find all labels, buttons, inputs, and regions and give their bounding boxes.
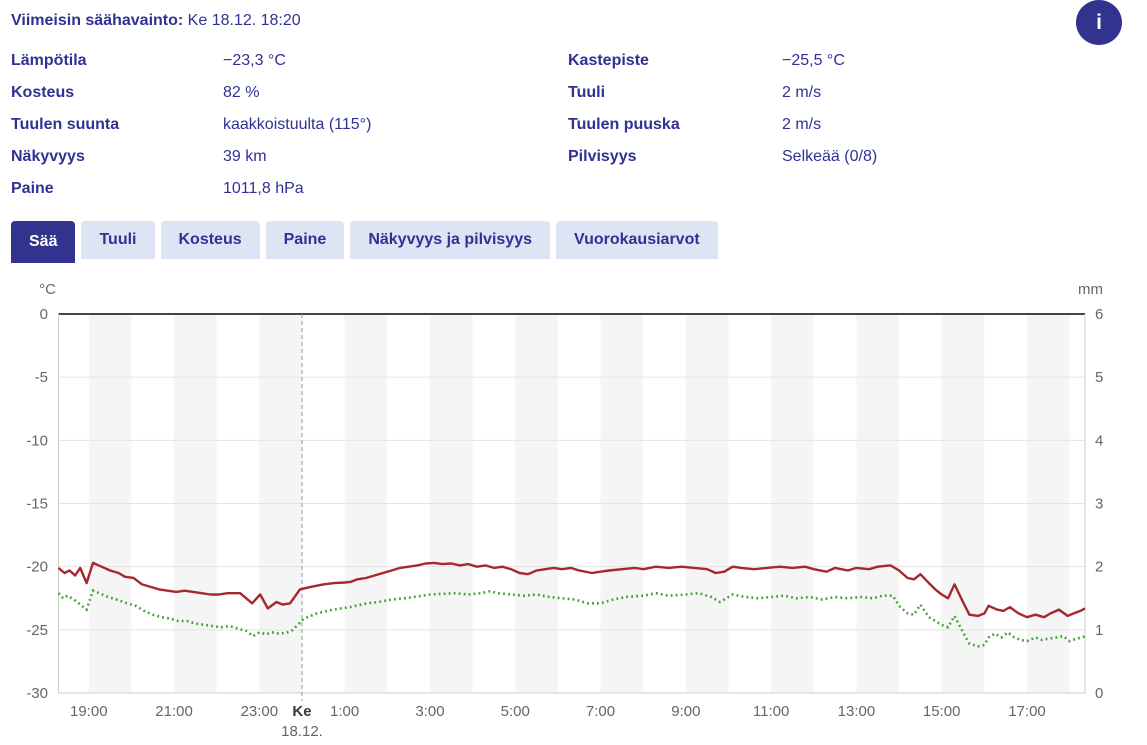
table-row: Kosteus 82 % [11,77,556,109]
observation-value: 82 % [223,84,260,101]
latest-observation-label: Viimeisin säähavainto: [11,12,184,29]
svg-text:0: 0 [1095,685,1103,702]
observation-value: 1011,8 hPa [223,180,304,197]
observation-label: Tuuli [568,84,606,101]
observation-label: Tuulen puuska [568,116,680,133]
observations-left-column: Lämpötila −23,3 °C Kosteus 82 % Tuulen s… [11,45,556,205]
observation-value: 2 m/s [782,84,822,101]
svg-text:-15: -15 [26,496,48,513]
info-icon: i [1096,10,1102,34]
chart-tab-bar: Sää Tuuli Kosteus Paine Näkyvyys ja pilv… [11,221,718,263]
chart-borders [58,313,1086,694]
table-row: Tuuli 2 m/s [568,77,1113,109]
svg-text:15:00: 15:00 [923,703,961,720]
svg-text:Ke: Ke [292,703,311,720]
svg-text:-5: -5 [35,369,48,386]
observation-label: Kosteus [11,84,75,101]
svg-text:21:00: 21:00 [155,703,193,720]
svg-text:4: 4 [1095,432,1103,449]
observation-label: Tuulen suunta [11,116,120,133]
tab-tuuli[interactable]: Tuuli [81,221,155,259]
y-axis-unit-left: °C [39,281,56,298]
svg-text:19:00: 19:00 [70,703,108,720]
latest-observation-header: Viimeisin säähavainto: Ke 18.12. 18:20 [11,12,301,30]
observation-value: 2 m/s [782,116,822,133]
table-row: Pilvisyys Selkeää (0/8) [568,141,1113,173]
svg-text:11:00: 11:00 [753,703,789,720]
observation-label: Paine [11,180,54,197]
svg-text:17:00: 17:00 [1008,703,1046,720]
observation-label: Näkyvyys [11,148,85,165]
observation-value: −23,3 °C [223,52,286,69]
svg-text:7:00: 7:00 [586,703,615,720]
observation-value: 39 km [223,148,267,165]
svg-text:3:00: 3:00 [415,703,444,720]
chart-gridlines [58,376,1085,631]
tab-kosteus[interactable]: Kosteus [160,221,260,259]
table-row: Lämpötila −23,3 °C [11,45,556,77]
weather-chart: 19:00 21:00 23:00 1:00 3:00 5:00 7:00 9:00 11:00… [26,281,1103,740]
dewpoint-line [57,588,1086,648]
y-axis-unit-right: mm [1078,281,1103,298]
observation-value: −25,5 °C [782,52,845,69]
observation-label: Kastepiste [568,52,649,69]
chart-plot-area[interactable] [59,314,1086,693]
table-row: Näkyvyys 39 km [11,141,556,173]
svg-text:5:00: 5:00 [501,703,530,720]
observation-value: Selkeää (0/8) [782,148,878,165]
table-row: Paine 1011,8 hPa [11,173,556,205]
x-axis-labels: 19:00 21:00 23:00 1:00 3:00 5:00 7:00 9:00 11:00… [70,703,1046,740]
svg-text:18.12.: 18.12. [281,723,323,740]
y-axis-right-labels: 6 5 4 3 2 1 0 [1095,306,1103,702]
svg-text:13:00: 13:00 [838,703,876,720]
svg-text:23:00: 23:00 [241,703,279,720]
observation-label: Pilvisyys [568,148,637,165]
svg-text:-30: -30 [26,685,48,702]
info-button[interactable]: i [1076,0,1122,45]
svg-text:1:00: 1:00 [330,703,359,720]
latest-observation-time: Ke 18.12. 18:20 [187,12,301,29]
observation-value: kaakkoistuulta (115°) [223,116,372,133]
observation-label: Lämpötila [11,52,87,69]
svg-text:6: 6 [1095,306,1103,323]
y-axis-left-labels: 0 -5 -10 -15 -20 -25 -30 [26,306,48,702]
tab-vuorokausiarvot[interactable]: Vuorokausiarvot [556,221,718,259]
svg-text:3: 3 [1095,496,1103,513]
observations-right-column: Kastepiste −25,5 °C Tuuli 2 m/s Tuulen p… [568,45,1113,173]
table-row: Tuulen puuska 2 m/s [568,109,1113,141]
tab-saa[interactable]: Sää [11,221,76,263]
tab-nakyvyys-ja-pilvisyys[interactable]: Näkyvyys ja pilvisyys [350,221,550,259]
tab-paine[interactable]: Paine [265,221,345,259]
svg-text:-10: -10 [26,432,48,449]
svg-text:-25: -25 [26,622,48,639]
svg-text:1: 1 [1095,622,1103,639]
svg-text:2: 2 [1095,559,1103,576]
svg-text:-20: -20 [26,559,48,576]
table-row: Kastepiste −25,5 °C [568,45,1113,77]
temperature-line [57,561,1086,619]
svg-text:0: 0 [40,306,48,323]
svg-text:9:00: 9:00 [671,703,700,720]
svg-text:5: 5 [1095,369,1103,386]
table-row: Tuulen suunta kaakkoistuulta (115°) [11,109,556,141]
